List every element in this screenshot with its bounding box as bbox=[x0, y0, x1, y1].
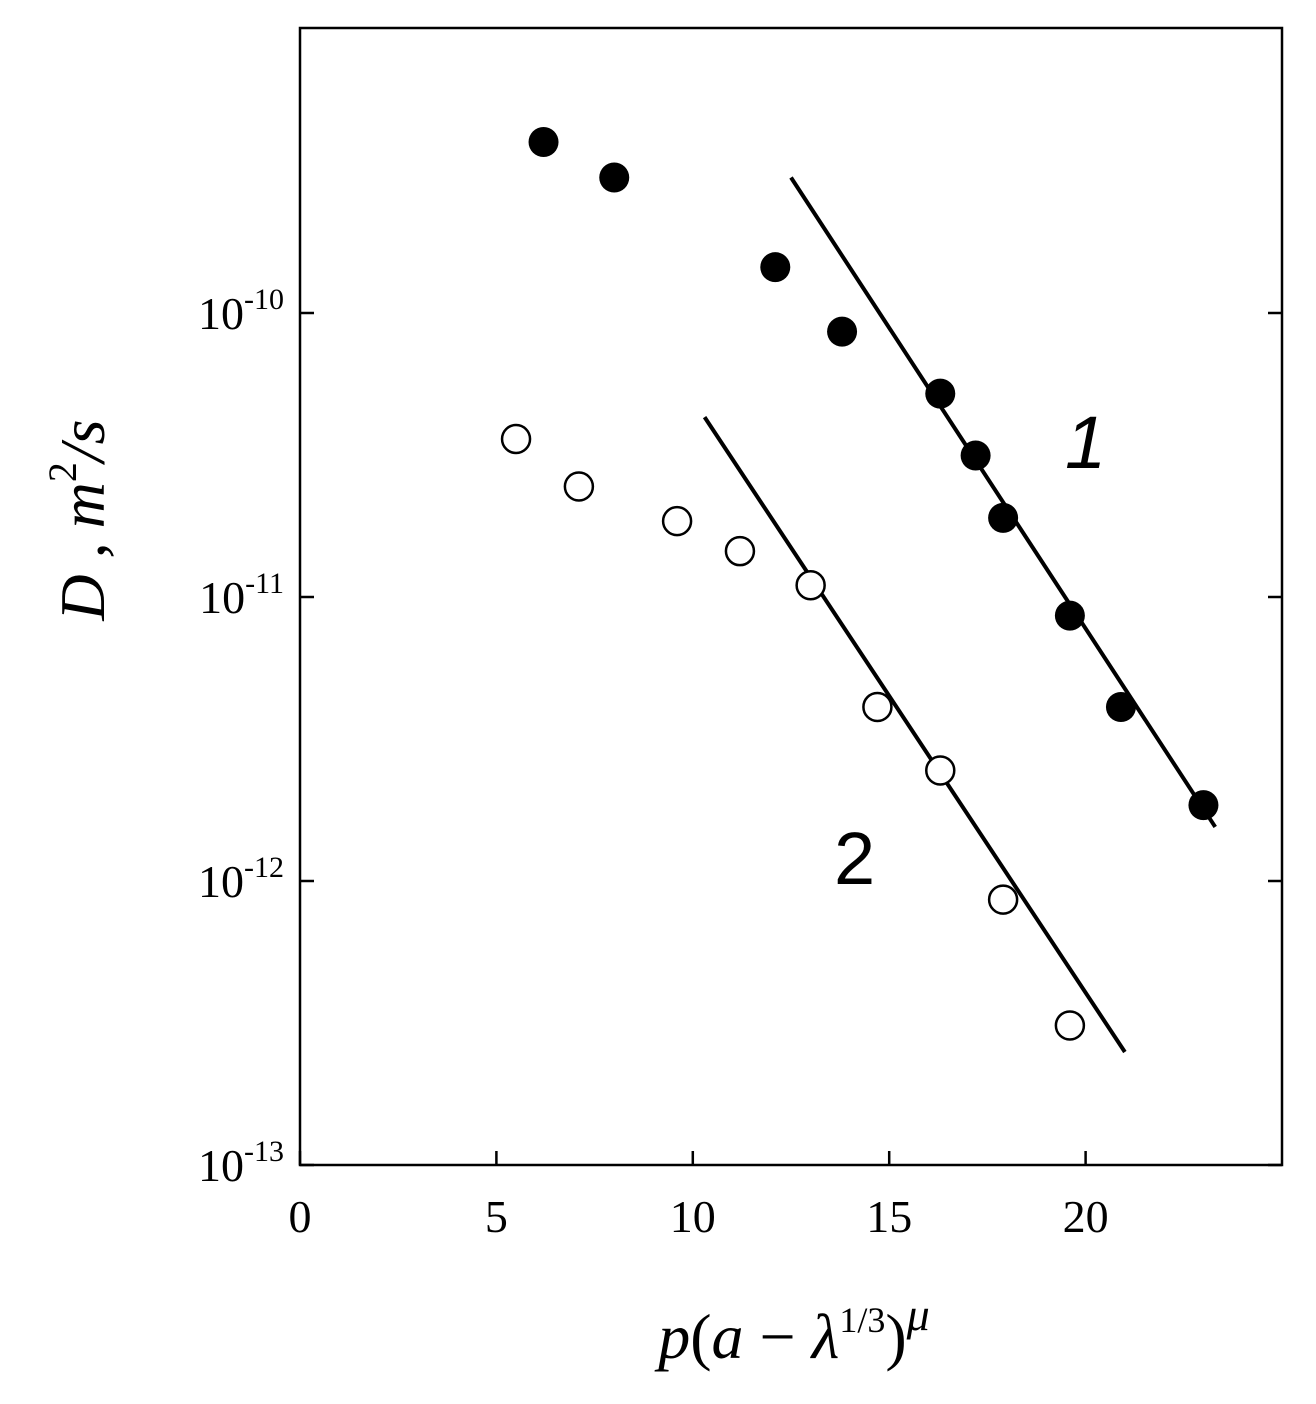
y-tick-label: 10-11 bbox=[199, 567, 284, 623]
plot-frame bbox=[298, 26, 1284, 1167]
y-axis-title-m: m bbox=[47, 482, 118, 528]
point-series-2 bbox=[1054, 1010, 1086, 1041]
y-axis-title-comma: , bbox=[47, 542, 118, 574]
point-series-2 bbox=[724, 535, 756, 567]
y-tick-label: 10-12 bbox=[198, 851, 284, 907]
point-series-2 bbox=[500, 423, 532, 455]
point-series-1 bbox=[988, 502, 1019, 533]
point-series-2 bbox=[795, 569, 826, 601]
y-axis-title-sq: 2 bbox=[40, 462, 85, 482]
x-tick-labels: 0 5 10 15 20 bbox=[289, 1191, 1109, 1242]
x-axis-title: p(a − λ1/3)μ bbox=[654, 1289, 930, 1372]
point-series-1 bbox=[528, 127, 559, 158]
point-series-1 bbox=[1054, 600, 1085, 631]
point-series-2 bbox=[862, 691, 893, 723]
point-series-1 bbox=[827, 316, 858, 347]
point-series-1 bbox=[1105, 691, 1136, 722]
fit-line-series-2 bbox=[702, 415, 1127, 1054]
x-axis-title-a: a bbox=[712, 1301, 744, 1372]
x-axis-title-minus: − bbox=[744, 1301, 812, 1372]
x-tick-label: 10 bbox=[670, 1191, 716, 1242]
x-tick-label: 0 bbox=[289, 1191, 312, 1242]
y-tick-label: 10-13 bbox=[198, 1135, 284, 1191]
tick-marks bbox=[298, 311, 1282, 1167]
point-series-1 bbox=[925, 378, 956, 409]
point-series-1 bbox=[1188, 790, 1219, 821]
fit-lines bbox=[702, 176, 1217, 1054]
point-series-2 bbox=[563, 471, 595, 502]
series-label-1: 1 bbox=[1065, 401, 1106, 484]
y-tick-label: 10-10 bbox=[198, 283, 284, 339]
x-tick-label: 5 bbox=[485, 1191, 508, 1242]
x-axis-title-lambda: λ bbox=[810, 1301, 840, 1372]
y-tick-labels: 10-13 10-12 10-11 10-10 bbox=[198, 283, 284, 1191]
x-tick-label: 20 bbox=[1063, 1191, 1109, 1242]
y-axis-title-D: D bbox=[47, 574, 118, 621]
x-axis-title-open: ( bbox=[690, 1301, 711, 1372]
data-points bbox=[500, 127, 1219, 1041]
x-axis-title-mu: μ bbox=[906, 1289, 930, 1340]
fit-line-series-1 bbox=[789, 176, 1217, 829]
x-axis-title-close: ) bbox=[885, 1301, 906, 1372]
point-series-2 bbox=[661, 505, 693, 537]
point-series-2 bbox=[925, 755, 956, 786]
point-series-1 bbox=[960, 440, 991, 471]
y-axis-title: D , m2/s bbox=[40, 419, 118, 621]
x-axis-title-power: 1/3 bbox=[839, 1300, 885, 1340]
series-label-2: 2 bbox=[834, 817, 875, 900]
x-tick-label: 15 bbox=[866, 1191, 912, 1242]
point-series-2 bbox=[987, 884, 1019, 915]
y-axis-title-per-s: /s bbox=[47, 419, 118, 465]
x-axis-title-p: p bbox=[654, 1301, 690, 1372]
point-series-1 bbox=[599, 162, 630, 193]
point-series-1 bbox=[760, 252, 791, 283]
